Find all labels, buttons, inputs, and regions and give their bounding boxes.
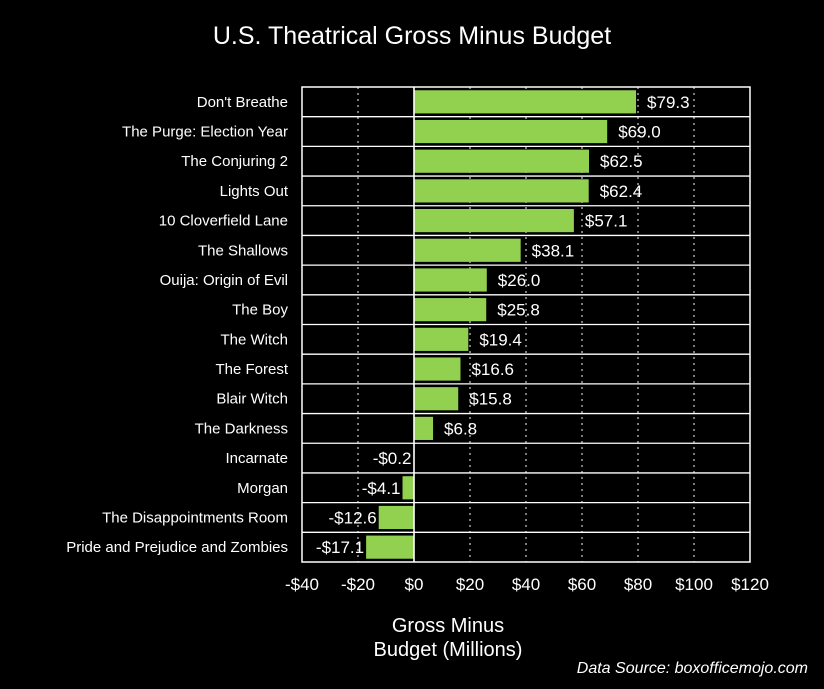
category-label: The Purge: Election Year xyxy=(122,124,288,141)
data-label: $16.6 xyxy=(471,360,514,379)
data-label: $19.4 xyxy=(479,330,522,349)
bar xyxy=(414,387,459,411)
data-label: $26.0 xyxy=(498,271,541,290)
category-label: The Darkness xyxy=(195,420,288,437)
bar xyxy=(414,238,521,262)
bar xyxy=(414,179,589,203)
category-label: The Disappointments Room xyxy=(102,509,288,526)
x-tick-label: $100 xyxy=(675,575,713,594)
category-label: The Forest xyxy=(215,361,288,378)
data-label: $62.4 xyxy=(600,182,643,201)
bar xyxy=(414,268,487,292)
bar xyxy=(414,119,608,144)
chart-title: U.S. Theatrical Gross Minus Budget xyxy=(212,22,612,50)
bar xyxy=(414,327,469,351)
bar xyxy=(414,298,487,322)
bar xyxy=(414,149,589,173)
category-label: Ouija: Origin of Evil xyxy=(160,272,288,289)
x-tick-label: $0 xyxy=(405,575,424,594)
data-label: -$17.1 xyxy=(316,538,364,557)
data-label: $57.1 xyxy=(585,212,628,231)
x-tick-label: $120 xyxy=(731,575,769,594)
bar xyxy=(378,505,414,530)
category-label: 10 Cloverfield Lane xyxy=(159,213,288,230)
bar xyxy=(414,416,434,440)
data-label: $69.0 xyxy=(618,123,661,142)
x-tick-label: -$20 xyxy=(341,575,375,594)
bar xyxy=(414,209,574,233)
data-label: -$4.1 xyxy=(362,479,401,498)
bar xyxy=(366,535,414,559)
x-tick-label: $20 xyxy=(456,575,484,594)
data-label: $79.3 xyxy=(647,93,690,112)
category-label: Blair Witch xyxy=(216,391,288,408)
data-label: $25.8 xyxy=(497,301,540,320)
category-label: Incarnate xyxy=(225,450,288,467)
category-label: Lights Out xyxy=(220,183,289,200)
bar xyxy=(402,476,414,500)
category-label: The Boy xyxy=(232,302,288,319)
bar xyxy=(414,90,637,114)
data-source-note: Data Source: boxofficemojo.com xyxy=(576,660,808,677)
x-tick-label: $80 xyxy=(624,575,652,594)
data-label: $62.5 xyxy=(600,152,643,171)
x-axis-label: Gross Minus Budget (Millions) xyxy=(373,615,523,661)
category-label: The Shallows xyxy=(198,242,288,259)
x-tick-label: -$40 xyxy=(285,575,319,594)
category-label: The Witch xyxy=(220,331,288,348)
data-label: $38.1 xyxy=(532,241,575,260)
data-label: $6.8 xyxy=(444,419,477,438)
category-label: The Conjuring 2 xyxy=(181,153,288,170)
category-label: Don't Breathe xyxy=(197,94,288,111)
category-label: Pride and Prejudice and Zombies xyxy=(66,539,288,556)
x-tick-label: $40 xyxy=(512,575,540,594)
data-label: $15.8 xyxy=(469,390,512,409)
bar xyxy=(414,357,461,381)
data-label: -$0.2 xyxy=(373,449,412,468)
x-tick-label: $60 xyxy=(568,575,596,594)
data-label: -$12.6 xyxy=(329,508,377,527)
category-label: Morgan xyxy=(237,480,288,497)
